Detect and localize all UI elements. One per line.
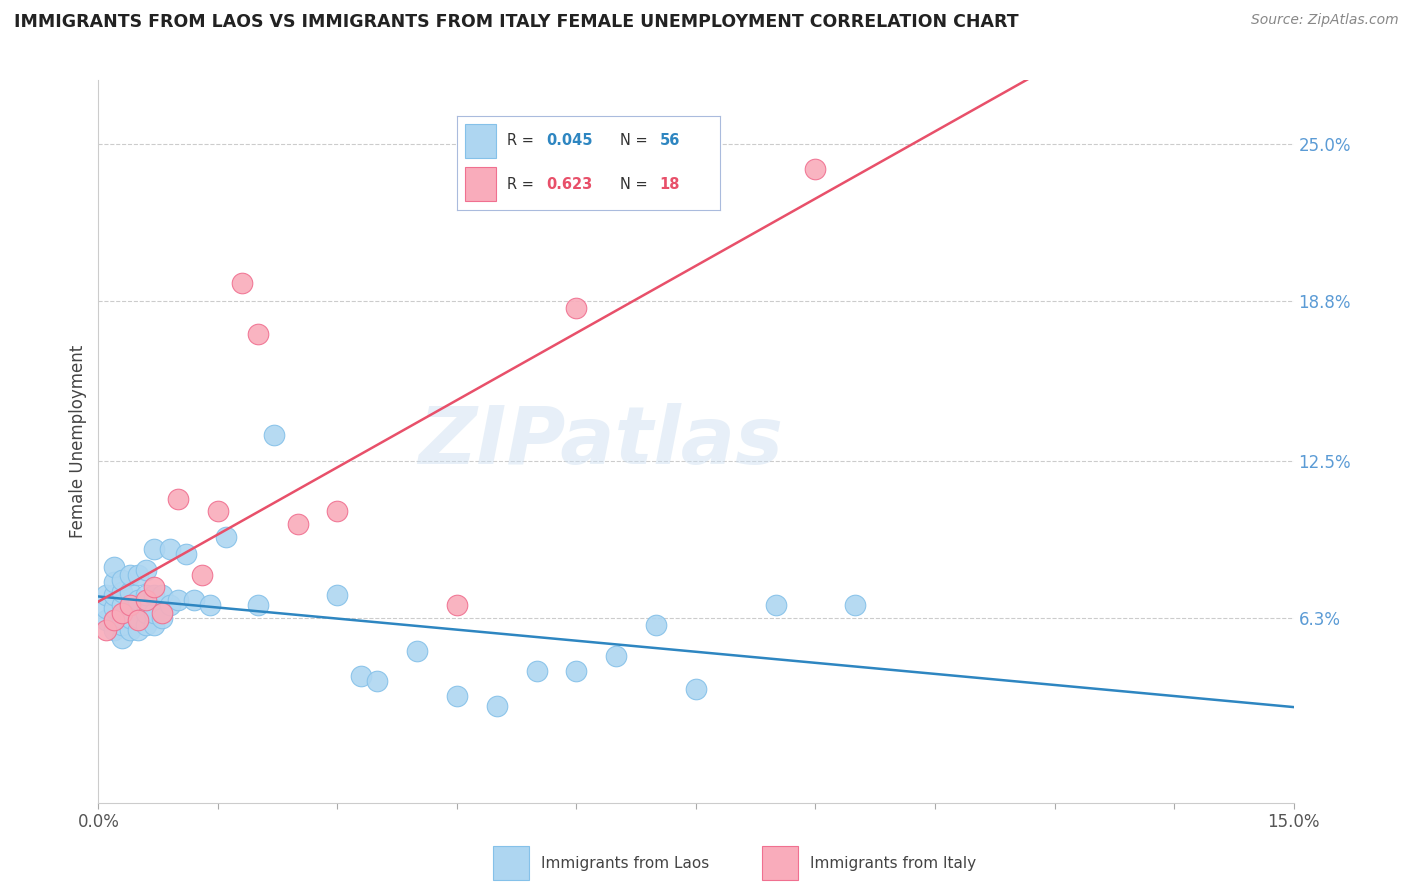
Text: N =: N = — [620, 133, 652, 148]
Point — [103, 613, 125, 627]
Point — [120, 624, 142, 638]
Point — [120, 567, 142, 582]
Point — [366, 674, 388, 689]
Y-axis label: Female Unemployment: Female Unemployment — [69, 345, 87, 538]
Point — [143, 618, 166, 632]
Point — [326, 504, 349, 518]
Point — [565, 301, 588, 316]
FancyBboxPatch shape — [465, 124, 496, 158]
Point — [135, 593, 157, 607]
Point — [120, 598, 142, 612]
Point — [103, 613, 125, 627]
Text: Immigrants from Laos: Immigrants from Laos — [541, 855, 709, 871]
Point — [135, 588, 157, 602]
Point — [111, 598, 134, 612]
Point — [174, 547, 197, 561]
FancyBboxPatch shape — [494, 846, 529, 880]
Point — [287, 516, 309, 531]
Text: IMMIGRANTS FROM LAOS VS IMMIGRANTS FROM ITALY FEMALE UNEMPLOYMENT CORRELATION CH: IMMIGRANTS FROM LAOS VS IMMIGRANTS FROM … — [14, 13, 1019, 31]
Point — [167, 491, 190, 506]
Text: R =: R = — [508, 133, 538, 148]
Point — [103, 600, 125, 615]
Point — [143, 542, 166, 557]
Point — [159, 542, 181, 557]
Point — [446, 598, 468, 612]
Point — [127, 567, 149, 582]
Point — [127, 611, 149, 625]
Point — [485, 699, 508, 714]
Point — [446, 690, 468, 704]
Point — [127, 624, 149, 638]
Text: Immigrants from Italy: Immigrants from Italy — [810, 855, 976, 871]
Point — [150, 588, 173, 602]
Point — [143, 588, 166, 602]
Point — [127, 593, 149, 607]
Text: N =: N = — [620, 177, 652, 192]
Text: Source: ZipAtlas.com: Source: ZipAtlas.com — [1251, 13, 1399, 28]
Point — [167, 593, 190, 607]
Point — [135, 563, 157, 577]
Point — [159, 598, 181, 612]
Point — [111, 606, 134, 620]
Point — [263, 428, 285, 442]
Point — [215, 530, 238, 544]
FancyBboxPatch shape — [465, 167, 496, 201]
Point — [231, 276, 253, 290]
Text: 18: 18 — [659, 177, 681, 192]
Point — [191, 567, 214, 582]
Point — [605, 648, 627, 663]
Point — [103, 575, 125, 590]
Point — [183, 593, 205, 607]
Point — [645, 618, 668, 632]
Point — [96, 624, 118, 638]
Point — [120, 585, 142, 599]
Text: 0.623: 0.623 — [547, 177, 592, 192]
Point — [111, 618, 134, 632]
Point — [103, 560, 125, 574]
Point — [135, 606, 157, 620]
Point — [207, 504, 229, 518]
Text: ZIPatlas: ZIPatlas — [418, 402, 783, 481]
Point — [350, 669, 373, 683]
Point — [96, 600, 118, 615]
Point — [111, 573, 134, 587]
Point — [143, 580, 166, 594]
Point — [765, 598, 787, 612]
Point — [804, 161, 827, 176]
Point — [120, 611, 142, 625]
Point — [111, 631, 134, 645]
Point — [103, 588, 125, 602]
Point — [143, 606, 166, 620]
Point — [246, 326, 269, 341]
Point — [96, 588, 118, 602]
Point — [844, 598, 866, 612]
Point — [526, 664, 548, 678]
Point — [103, 624, 125, 638]
Point — [565, 664, 588, 678]
Text: R =: R = — [508, 177, 538, 192]
Point — [150, 611, 173, 625]
Point — [150, 606, 173, 620]
Point — [111, 611, 134, 625]
Point — [96, 613, 118, 627]
Point — [111, 585, 134, 599]
FancyBboxPatch shape — [762, 846, 797, 880]
Text: 56: 56 — [659, 133, 679, 148]
Point — [120, 598, 142, 612]
Point — [246, 598, 269, 612]
Point — [685, 681, 707, 696]
Text: 0.045: 0.045 — [547, 133, 593, 148]
Point — [198, 598, 221, 612]
Point — [135, 618, 157, 632]
Point — [127, 613, 149, 627]
Point — [326, 588, 349, 602]
Point — [406, 643, 429, 657]
